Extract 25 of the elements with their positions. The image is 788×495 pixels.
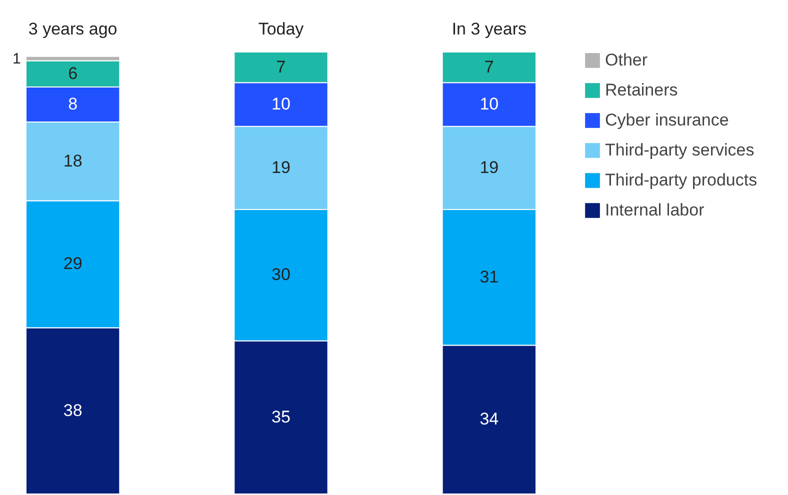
data-label: 10 <box>272 94 290 114</box>
legend-label: Other <box>605 50 648 70</box>
legend-label: Third-party products <box>605 170 758 190</box>
data-label: 10 <box>480 94 499 114</box>
x-tick-label: In 3 years <box>452 20 526 38</box>
x-tick-label: 3 years ago <box>28 20 118 38</box>
data-label: 35 <box>272 407 290 426</box>
data-label: 8 <box>68 94 78 114</box>
legend-label: Cyber insurance <box>605 110 729 130</box>
data-label: 38 <box>63 400 82 420</box>
data-label: 34 <box>480 410 499 429</box>
data-label: 19 <box>480 158 499 177</box>
data-label: 19 <box>272 158 290 177</box>
data-label: 6 <box>68 64 78 83</box>
data-label: 1 <box>12 50 21 68</box>
data-label: 7 <box>484 57 494 76</box>
data-label: 7 <box>276 57 286 76</box>
legend-label: Internal labor <box>605 200 705 220</box>
data-label: 29 <box>63 254 82 274</box>
data-label: 31 <box>480 267 499 286</box>
x-tick-label: Today <box>258 20 304 38</box>
data-label: 30 <box>272 265 290 284</box>
legend-label: Retainers <box>605 80 678 100</box>
legend-label: Third-party services <box>605 140 754 160</box>
data-label: 18 <box>63 151 82 170</box>
